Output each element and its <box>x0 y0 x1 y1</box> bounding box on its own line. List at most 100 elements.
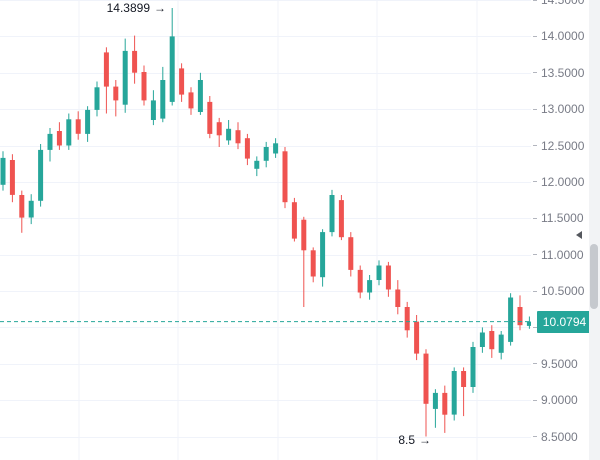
y-tick-label: 12.0000 <box>531 173 589 191</box>
candle <box>404 301 410 338</box>
right-arrow-icon: → <box>154 1 166 15</box>
candle-body <box>9 160 15 195</box>
candle <box>367 275 373 300</box>
candle <box>113 80 119 117</box>
y-tick-text: 14.0000 <box>541 29 585 44</box>
candle-body <box>132 50 138 73</box>
y-tick-label: 14.5000 <box>531 0 589 9</box>
candle <box>470 341 476 393</box>
scroll-left-arrow-icon[interactable] <box>576 231 582 239</box>
y-tick-label: 13.0000 <box>531 100 589 118</box>
candle-body <box>19 195 25 218</box>
candle-body <box>122 50 128 105</box>
candle <box>442 385 448 433</box>
y-tick-text: 11.0000 <box>541 247 584 262</box>
y-tick-label: 10.5000 <box>531 282 589 300</box>
candle-body <box>244 138 250 159</box>
candle-body <box>310 250 316 277</box>
candle <box>273 138 279 158</box>
candle-body <box>38 149 44 201</box>
candle <box>0 151 6 191</box>
candle-body <box>179 68 185 95</box>
y-tick-mark <box>533 217 537 219</box>
candle <box>357 265 363 299</box>
y-tick-mark <box>533 0 537 1</box>
candle-body <box>263 147 269 161</box>
candle <box>19 190 25 233</box>
candle-body <box>207 101 213 134</box>
candle <box>28 194 34 225</box>
candle-body <box>47 133 53 150</box>
candle-body <box>526 321 532 326</box>
candle-body <box>385 265 391 290</box>
y-tick-text: 9.0000 <box>541 393 578 408</box>
y-tick-text: 10.5000 <box>541 284 585 298</box>
candle-body <box>451 371 457 415</box>
y-tick-text: 8.5000 <box>541 429 578 444</box>
y-tick-mark <box>533 181 537 183</box>
candle-body <box>414 321 420 354</box>
candle <box>56 122 62 150</box>
y-tick-label: 9.5000 <box>531 355 589 373</box>
candle <box>75 111 81 140</box>
candle <box>141 65 147 106</box>
candle <box>85 106 91 142</box>
y-tick-mark <box>533 326 537 328</box>
candle <box>47 128 53 162</box>
candle-body <box>150 100 156 120</box>
y-tick-mark <box>533 399 537 401</box>
candle <box>9 154 15 203</box>
scrollbar-track[interactable] <box>589 0 600 460</box>
candle-body <box>498 334 504 353</box>
candle <box>498 331 504 360</box>
y-tick-mark <box>533 290 537 292</box>
y-tick-text: 14.5000 <box>541 0 585 7</box>
candle <box>179 63 185 102</box>
candle-body <box>517 307 523 326</box>
candle-body <box>432 392 438 409</box>
candle-body <box>301 219 307 251</box>
candle <box>244 133 250 166</box>
candle-body <box>28 200 34 218</box>
candle <box>282 147 288 209</box>
candle <box>150 90 156 126</box>
candle <box>235 122 241 150</box>
candle-body <box>94 87 100 110</box>
candle-body <box>0 157 6 185</box>
y-tick-label: 12.5000 <box>531 137 589 155</box>
y-tick-mark <box>533 145 537 146</box>
y-tick-mark <box>533 35 537 37</box>
scrollbar-thumb[interactable] <box>590 244 598 309</box>
candle <box>376 260 382 286</box>
candle <box>508 293 514 346</box>
candle-body <box>254 160 260 169</box>
candle-body <box>367 280 373 293</box>
candle <box>320 229 326 287</box>
right-arrow-icon: → <box>419 432 431 447</box>
candle-body <box>357 269 363 293</box>
candle <box>310 247 316 283</box>
y-tick-text: 13.0000 <box>541 102 585 117</box>
candle-body <box>489 331 495 350</box>
candle-body <box>376 265 382 280</box>
candle-body <box>169 36 175 102</box>
candle <box>385 261 391 297</box>
candle <box>423 349 429 437</box>
candle-body <box>188 92 194 109</box>
high-price-text: 14.3899 <box>106 1 150 15</box>
candle <box>432 389 438 428</box>
candle <box>207 96 213 139</box>
candle-body <box>282 151 288 203</box>
candle <box>338 195 344 241</box>
y-tick-text: 11.5000 <box>541 211 584 226</box>
candle <box>395 280 401 315</box>
y-tick-label: 13.5000 <box>531 64 589 82</box>
y-tick-label: 9.0000 <box>531 391 589 409</box>
candle-body <box>291 202 297 239</box>
low-price-annotation: 8.5 → <box>380 433 431 447</box>
candle <box>254 156 260 177</box>
y-tick-mark <box>533 436 537 437</box>
price-axis[interactable]: 10.0794 14.5000 14.0000 13.5000 13.0000 12.5… <box>531 0 589 460</box>
